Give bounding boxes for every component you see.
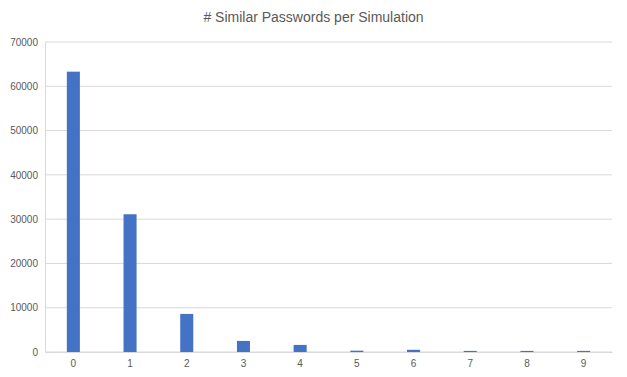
grid-line <box>45 86 612 87</box>
bar <box>350 351 363 352</box>
y-axis-line <box>45 43 46 353</box>
x-tick: 9 <box>581 352 587 369</box>
bar <box>577 351 590 352</box>
x-tick-label: 8 <box>524 358 530 369</box>
x-tick: 4 <box>297 352 303 369</box>
x-tick: 3 <box>241 352 247 369</box>
x-tick-label: 4 <box>297 358 303 369</box>
y-tick-label: 0 <box>32 347 38 358</box>
x-tick-label: 9 <box>581 358 587 369</box>
x-tick: 1 <box>127 352 133 369</box>
x-tick: 7 <box>467 352 473 369</box>
bar <box>67 72 80 352</box>
y-tick: 0 <box>32 347 45 358</box>
x-tick-label: 2 <box>184 358 190 369</box>
y-tick-label: 20000 <box>10 258 38 269</box>
bar <box>464 351 477 352</box>
grid <box>45 42 612 352</box>
x-tick: 0 <box>71 352 77 369</box>
bar <box>124 214 137 352</box>
grid-line <box>45 130 612 131</box>
y-tick: 40000 <box>10 170 45 181</box>
y-axis: 0 10000 20000 30000 40000 50000 60000 70000 <box>10 37 45 358</box>
y-tick-label: 40000 <box>10 170 38 181</box>
y-tick: 60000 <box>10 81 45 92</box>
bar <box>294 345 307 352</box>
bars <box>67 72 590 352</box>
x-axis-line <box>46 352 613 353</box>
x-tick-label: 1 <box>127 358 133 369</box>
y-tick-label: 60000 <box>10 81 38 92</box>
y-tick-label: 10000 <box>10 302 38 313</box>
x-tick-label: 3 <box>241 358 247 369</box>
bar <box>407 350 420 352</box>
y-tick-label: 30000 <box>10 214 38 225</box>
x-tick-label: 7 <box>467 358 473 369</box>
bar <box>520 351 533 352</box>
grid-line <box>45 174 612 175</box>
y-tick-label: 50000 <box>10 125 38 136</box>
chart-svg: # Similar Passwords per Simulation 0 10000… <box>0 0 627 377</box>
bar <box>180 314 193 352</box>
x-axis: 0 1 2 3 4 5 6 7 8 9 <box>46 352 613 369</box>
y-tick: 30000 <box>10 214 45 225</box>
y-tick: 20000 <box>10 258 45 269</box>
y-tick-label: 70000 <box>10 37 38 48</box>
chart-title: # Similar Passwords per Simulation <box>203 9 423 25</box>
x-tick: 8 <box>524 352 530 369</box>
y-tick: 70000 <box>10 37 45 48</box>
plot-area: 0 10000 20000 30000 40000 50000 60000 70000 0 1 2 3… <box>10 37 612 369</box>
grid-line <box>45 42 612 43</box>
x-tick: 2 <box>184 352 190 369</box>
bar <box>237 341 250 352</box>
x-tick-label: 5 <box>354 358 360 369</box>
x-tick: 5 <box>354 352 360 369</box>
x-tick-label: 0 <box>71 358 77 369</box>
chart-container: # Similar Passwords per Simulation 0 10000… <box>0 0 627 377</box>
y-tick: 10000 <box>10 302 45 313</box>
y-tick: 50000 <box>10 125 45 136</box>
x-tick-label: 6 <box>411 358 417 369</box>
x-tick: 6 <box>411 352 417 369</box>
